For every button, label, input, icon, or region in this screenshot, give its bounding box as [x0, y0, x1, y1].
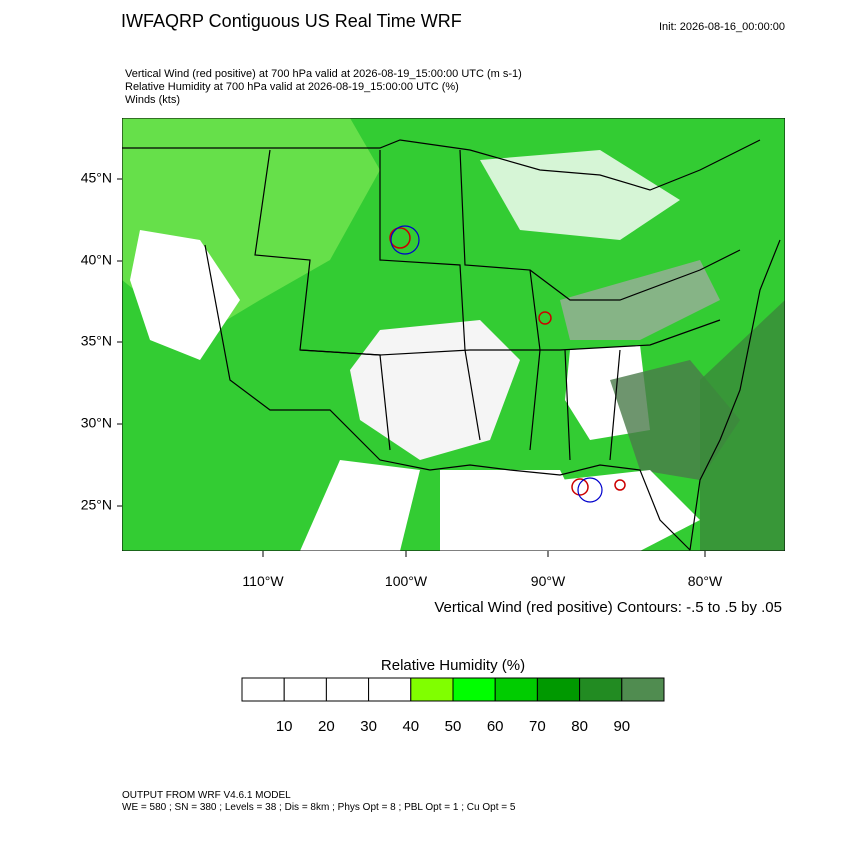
colorbar-title: Relative Humidity (%) — [381, 657, 525, 674]
lat-label: 45°N — [81, 170, 112, 186]
footer: OUTPUT FROM WRF V4.6.1 MODEL — [122, 790, 291, 801]
colorbar-label: 80 — [571, 718, 588, 735]
lon-label: 110°W — [242, 573, 284, 589]
colorbar-box — [325, 677, 370, 702]
colorbar-label: 30 — [360, 718, 377, 735]
init-time: Init: 2026-08-16_00:00:00 — [659, 21, 785, 33]
colorbar-label: 60 — [487, 718, 504, 735]
footer: WE = 580 ; SN = 380 ; Levels = 38 ; Dis … — [122, 802, 516, 813]
colorbar-label: 90 — [613, 718, 630, 735]
colorbar-label: 70 — [529, 718, 546, 735]
colorbar-box — [621, 677, 665, 702]
lat-label: 30°N — [81, 415, 112, 431]
lon-label: 90°W — [531, 573, 566, 589]
subtitle: Winds (kts) — [125, 94, 180, 106]
lat-label: 35°N — [81, 333, 112, 349]
colorbar-box — [283, 677, 327, 702]
colorbar-box — [241, 677, 285, 702]
colorbar: 10 20 30 40 50 60 70 80 90 — [241, 677, 665, 735]
colorbar-box — [579, 677, 623, 702]
colorbar-box — [494, 677, 538, 702]
colorbar-box — [452, 677, 496, 702]
lat-label: 25°N — [81, 497, 112, 513]
colorbar-box — [536, 677, 581, 702]
subtitle: Vertical Wind (red positive) at 700 hPa … — [125, 68, 522, 80]
lat-label: 40°N — [81, 252, 112, 268]
colorbar-label: 10 — [276, 718, 293, 735]
title: IWFAQRP Contiguous US Real Time WRF — [121, 11, 462, 31]
colorbar-label: 50 — [445, 718, 462, 735]
colorbar-box — [368, 677, 412, 702]
contour-note: Vertical Wind (red positive) Contours: -… — [434, 599, 782, 616]
colorbar-box — [410, 677, 454, 702]
lon-label: 100°W — [385, 573, 428, 589]
map — [122, 118, 785, 551]
colorbar-label: 20 — [318, 718, 335, 735]
lon-label: 80°W — [688, 573, 723, 589]
colorbar-label: 40 — [402, 718, 419, 735]
subtitle: Relative Humidity at 700 hPa valid at 20… — [125, 81, 459, 93]
